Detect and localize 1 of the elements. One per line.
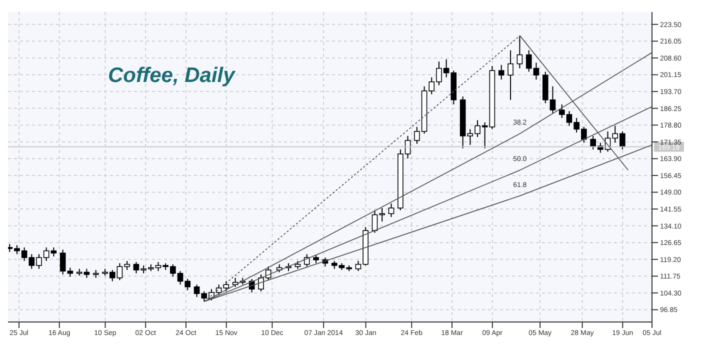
text: Coffee, Daily — [108, 64, 235, 88]
